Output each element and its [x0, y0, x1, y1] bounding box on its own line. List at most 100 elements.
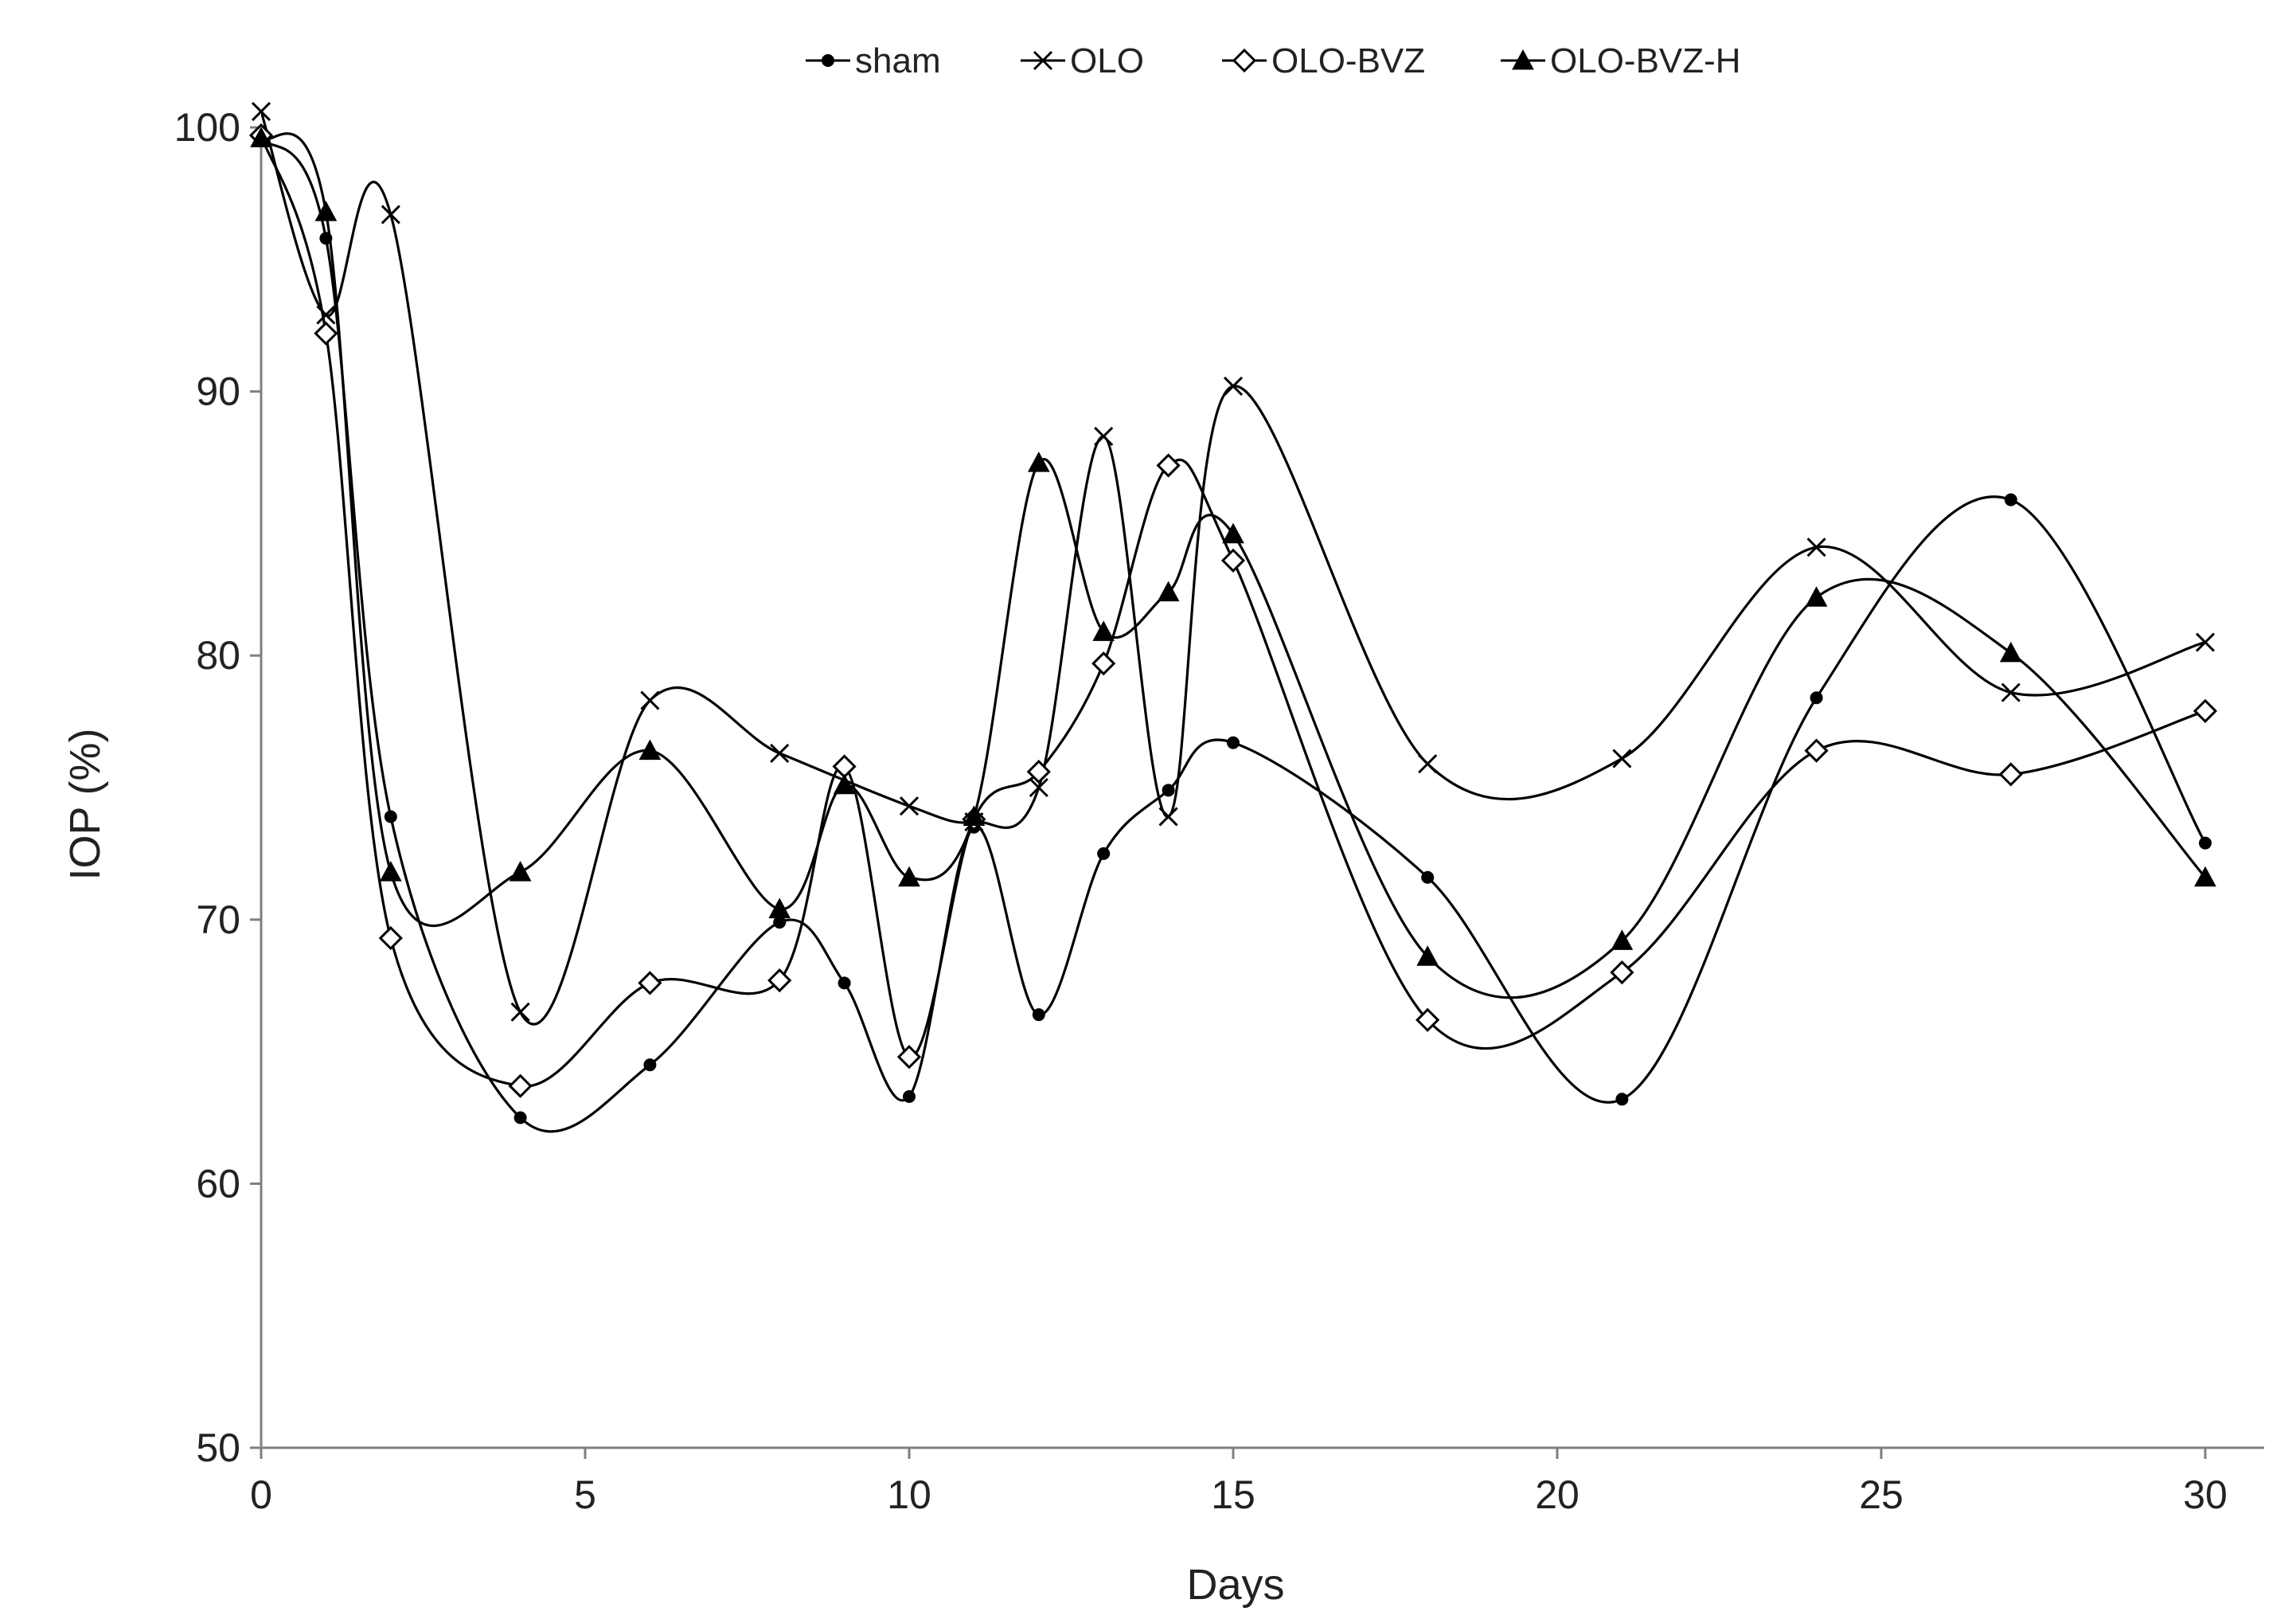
legend: sham OLO OLO-BVZ OLO-BVZ-H: [806, 41, 1741, 80]
data-point-olo-bvz: [1091, 651, 1116, 676]
data-point-sham: [838, 976, 851, 990]
x-axis-title: Days: [1186, 1561, 1284, 1609]
legend-item-olo-bvz: OLO-BVZ: [1222, 41, 1425, 80]
data-point-olo-bvz: [1610, 960, 1634, 985]
data-point-olo-bvz: [1804, 738, 1829, 763]
data-point-sham: [1810, 691, 1823, 705]
legend-swatch-marker: [1232, 48, 1257, 73]
data-point-sham: [773, 916, 787, 929]
data-point-olo: [899, 796, 920, 816]
data-point-olo: [251, 102, 271, 122]
data-point-olo-bvz-h: [1092, 620, 1115, 641]
data-point-olo: [2195, 632, 2216, 652]
data-point-sham: [2199, 836, 2212, 850]
data-point-olo-bvz-h: [768, 897, 791, 919]
data-point-olo: [510, 1002, 530, 1022]
legend-item-olo: OLO: [1021, 41, 1144, 80]
data-point-sham: [513, 1111, 527, 1124]
x-tick-label: 30: [2183, 1472, 2228, 1517]
data-point-sham: [1421, 870, 1435, 884]
y-tick-label: 50: [196, 1425, 240, 1470]
data-point-olo-bvz: [896, 1045, 922, 1069]
y-tick-label: 80: [196, 633, 240, 678]
data-point-olo: [2001, 682, 2021, 702]
x-tick-label: 15: [1211, 1472, 1255, 1517]
legend-label: OLO: [1070, 41, 1144, 80]
data-point-sham: [1097, 847, 1111, 860]
series-line-olo-bvz-h: [261, 132, 2207, 999]
series-line-olo: [261, 111, 2206, 1026]
data-point-olo-bvz-h: [1999, 641, 2022, 663]
data-point-olo: [1418, 754, 1438, 774]
y-tick-label: 70: [196, 897, 240, 942]
data-point-olo-bvz: [378, 925, 403, 951]
data-point-olo-bvz-h: [1416, 945, 1439, 966]
data-point-olo-bvz: [1998, 762, 2023, 787]
y-axis-title: IOP (%): [61, 728, 109, 880]
data-point-olo-bvz: [767, 968, 792, 993]
x-tick-label: 5: [574, 1472, 596, 1517]
data-point-olo-bvz-h: [2194, 866, 2216, 887]
data-point-sham: [903, 1089, 916, 1103]
legend-swatch-marker: [1033, 50, 1053, 71]
x-axis: 0 5 10 15 20 25 30: [250, 1446, 2264, 1517]
data-point-sham: [2004, 493, 2017, 506]
data-point-olo-bvz: [1220, 548, 1246, 573]
data-point-sham: [1615, 1093, 1629, 1106]
data-point-olo-bvz-h: [1027, 452, 1050, 472]
data-point-olo: [770, 743, 790, 763]
data-point-olo-bvz-h: [1157, 581, 1180, 602]
data-point-olo: [640, 690, 660, 710]
data-point-olo: [1029, 777, 1048, 798]
series-line-sham: [261, 137, 2207, 1133]
legend-swatch-marker: [1512, 49, 1534, 70]
data-point-olo: [1806, 538, 1826, 557]
data-point-olo-bvz: [832, 754, 857, 779]
x-tick-label: 10: [887, 1472, 931, 1517]
data-point-olo-bvz: [314, 321, 338, 346]
data-point-olo-bvz-h: [963, 805, 986, 827]
data-point-olo: [316, 305, 336, 325]
legend-label: sham: [855, 41, 941, 80]
y-tick-label: 90: [196, 370, 240, 414]
legend-item-sham: sham: [806, 41, 941, 80]
data-point-olo: [1158, 807, 1178, 827]
x-tick-label: 25: [1859, 1472, 1904, 1517]
data-point-olo-bvz-h: [1805, 586, 1828, 607]
data-point-olo-bvz-h: [379, 861, 402, 882]
data-point-olo-bvz-h: [314, 201, 338, 221]
x-tick-label: 20: [1535, 1472, 1579, 1517]
legend-label: OLO-BVZ-H: [1550, 41, 1741, 80]
legend-item-olo-bvz-h: OLO-BVZ-H: [1501, 41, 1741, 80]
data-point-sham: [1162, 784, 1175, 797]
data-point-olo-bvz-h: [509, 861, 532, 882]
series-markers: [248, 102, 2218, 1124]
data-point-olo-bvz-h: [1222, 522, 1244, 544]
y-tick-label: 100: [174, 105, 240, 150]
data-point-sham: [1032, 1008, 1045, 1022]
x-tick-label: 0: [250, 1472, 272, 1517]
y-tick-label: 60: [196, 1161, 240, 1206]
data-point-olo-bvz-h: [638, 739, 662, 761]
data-point-olo-bvz: [1415, 1007, 1440, 1032]
data-point-olo: [1223, 376, 1244, 397]
data-point-olo-bvz-h: [833, 773, 856, 795]
data-point-sham: [643, 1058, 657, 1072]
data-point-sham: [1227, 736, 1240, 749]
series-lines: [261, 111, 2207, 1133]
data-point-olo-bvz: [1026, 759, 1051, 784]
y-axis: 50 60 70 80 90 100: [174, 105, 263, 1470]
data-point-olo-bvz-h: [1611, 929, 1634, 950]
data-point-olo: [1612, 749, 1632, 768]
legend-swatch-marker: [822, 54, 834, 67]
data-point-sham: [319, 232, 333, 245]
data-point-olo-bvz: [1156, 453, 1181, 478]
plot-area: [248, 102, 2218, 1133]
data-point-olo: [381, 205, 400, 225]
data-point-olo: [1094, 426, 1114, 447]
series-line-olo-bvz: [261, 135, 2206, 1088]
data-point-olo-bvz: [2193, 698, 2218, 723]
data-point-olo-bvz: [638, 971, 662, 995]
data-point-olo-bvz-h: [898, 866, 920, 887]
